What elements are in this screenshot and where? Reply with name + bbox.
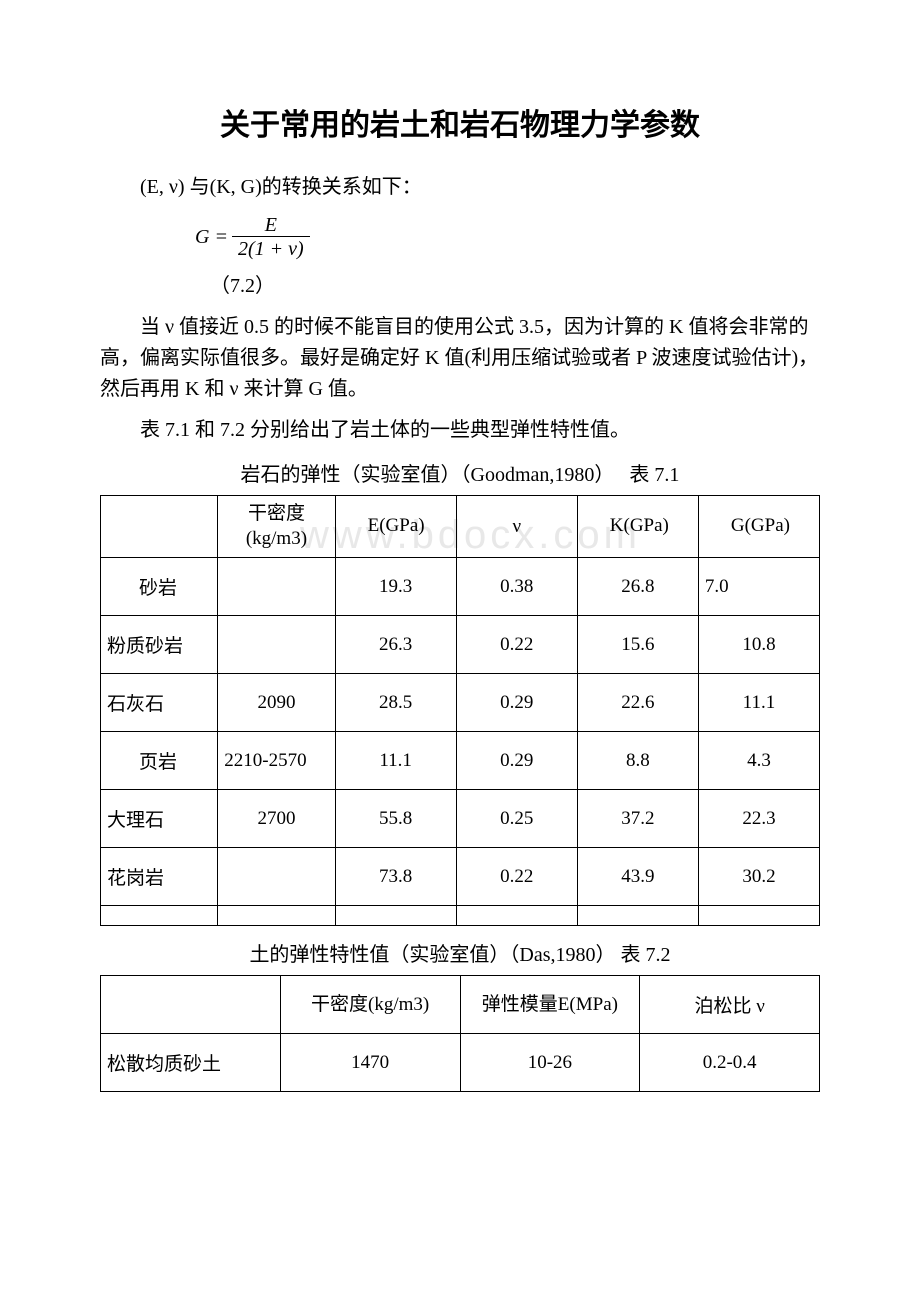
paragraph-2: 当 ν 值接近 0.5 的时候不能盲目的使用公式 3.5，因为计算的 K 值将会…	[100, 312, 820, 405]
table-cell: 0.38	[456, 558, 577, 616]
table-row	[101, 906, 820, 926]
table-cell: 0.2-0.4	[640, 1034, 820, 1092]
table-cell: 0.22	[456, 848, 577, 906]
table-header-cell: 干密度(kg/m3)	[218, 496, 335, 558]
table-cell: 22.3	[698, 790, 819, 848]
table-cell: 11.1	[698, 674, 819, 732]
table-cell: 55.8	[335, 790, 456, 848]
table-cell: 砂岩	[101, 558, 218, 616]
formula-numerator: E	[259, 214, 283, 236]
table-header-cell: 干密度(kg/m3)	[280, 976, 460, 1034]
intro-paragraph: (E, ν) 与(K, G)的转换关系如下：	[100, 172, 820, 203]
paragraph-3: 表 7.1 和 7.2 分别给出了岩土体的一些典型弹性特性值。	[100, 415, 820, 446]
table-cell: 22.6	[577, 674, 698, 732]
page-title: 关于常用的岩土和岩石物理力学参数	[100, 100, 820, 144]
table-cell: 石灰石	[101, 674, 218, 732]
table-7-2: 干密度(kg/m3) 弹性模量E(MPa) 泊松比 ν 松散均质砂土 1470 …	[100, 975, 820, 1092]
table-cell: 2210-2570	[218, 732, 335, 790]
table-cell	[218, 848, 335, 906]
table-cell: 7.0	[698, 558, 819, 616]
table-cell: 43.9	[577, 848, 698, 906]
table-cell: 10.8	[698, 616, 819, 674]
table-cell: 15.6	[577, 616, 698, 674]
table-cell	[577, 906, 698, 926]
table-row: 松散均质砂土 1470 10-26 0.2-0.4	[101, 1034, 820, 1092]
table-cell: 粉质砂岩	[101, 616, 218, 674]
table-cell: 30.2	[698, 848, 819, 906]
table-cell: 花岗岩	[101, 848, 218, 906]
table-cell: 0.29	[456, 674, 577, 732]
table-header-cell: E(GPa)	[335, 496, 456, 558]
formula-fraction: E 2(1 + ν)	[232, 214, 310, 261]
table-row: 页岩 2210-2570 11.1 0.29 8.8 4.3	[101, 732, 820, 790]
table-header-cell: 弹性模量E(MPa)	[460, 976, 640, 1034]
table-cell: 0.22	[456, 616, 577, 674]
table-header-cell: ν	[456, 496, 577, 558]
table-cell: 37.2	[577, 790, 698, 848]
table-row: 砂岩 19.3 0.38 26.8 7.0	[101, 558, 820, 616]
table-cell	[218, 558, 335, 616]
table-cell: 大理石	[101, 790, 218, 848]
table-cell	[101, 906, 218, 926]
table-cell	[218, 906, 335, 926]
table-cell	[335, 906, 456, 926]
formula: G = E 2(1 + ν)	[195, 213, 820, 261]
table-cell	[698, 906, 819, 926]
table-cell: 页岩	[101, 732, 218, 790]
table-7-1: 干密度(kg/m3) E(GPa) ν K(GPa) G(GPa) 砂岩 19.…	[100, 495, 820, 926]
table-cell: 28.5	[335, 674, 456, 732]
table1-caption: 岩石的弹性（实验室值）（Goodman,1980） 表 7.1	[100, 458, 820, 487]
table-cell: 19.3	[335, 558, 456, 616]
table-header-cell: 泊松比 ν	[640, 976, 820, 1034]
table-row: 大理石 2700 55.8 0.25 37.2 22.3	[101, 790, 820, 848]
table-cell: 8.8	[577, 732, 698, 790]
table-cell: 11.1	[335, 732, 456, 790]
formula-lhs: G =	[195, 226, 228, 249]
table-cell: 26.8	[577, 558, 698, 616]
table-cell: 松散均质砂土	[101, 1034, 281, 1092]
table-cell: 0.25	[456, 790, 577, 848]
table-cell	[218, 616, 335, 674]
table-cell	[456, 906, 577, 926]
table-cell: 10-26	[460, 1034, 640, 1092]
formula-denominator: 2(1 + ν)	[232, 236, 310, 261]
table-cell: 1470	[280, 1034, 460, 1092]
table-cell: 73.8	[335, 848, 456, 906]
table-header-cell	[101, 976, 281, 1034]
table-cell: 0.29	[456, 732, 577, 790]
table-cell: 4.3	[698, 732, 819, 790]
table-header-cell: G(GPa)	[698, 496, 819, 558]
table2-caption: 土的弹性特性值（实验室值）（Das,1980） 表 7.2	[100, 938, 820, 967]
table-header-cell	[101, 496, 218, 558]
table-row: 干密度(kg/m3) E(GPa) ν K(GPa) G(GPa)	[101, 496, 820, 558]
table-cell: 26.3	[335, 616, 456, 674]
table-cell: 2700	[218, 790, 335, 848]
table-cell: 2090	[218, 674, 335, 732]
table-row: 干密度(kg/m3) 弹性模量E(MPa) 泊松比 ν	[101, 976, 820, 1034]
table-row: 石灰石 2090 28.5 0.29 22.6 11.1	[101, 674, 820, 732]
table-row: 花岗岩 73.8 0.22 43.9 30.2	[101, 848, 820, 906]
table-row: 粉质砂岩 26.3 0.22 15.6 10.8	[101, 616, 820, 674]
table-header-cell: K(GPa)	[577, 496, 698, 558]
equation-number: （7.2）	[210, 269, 820, 298]
